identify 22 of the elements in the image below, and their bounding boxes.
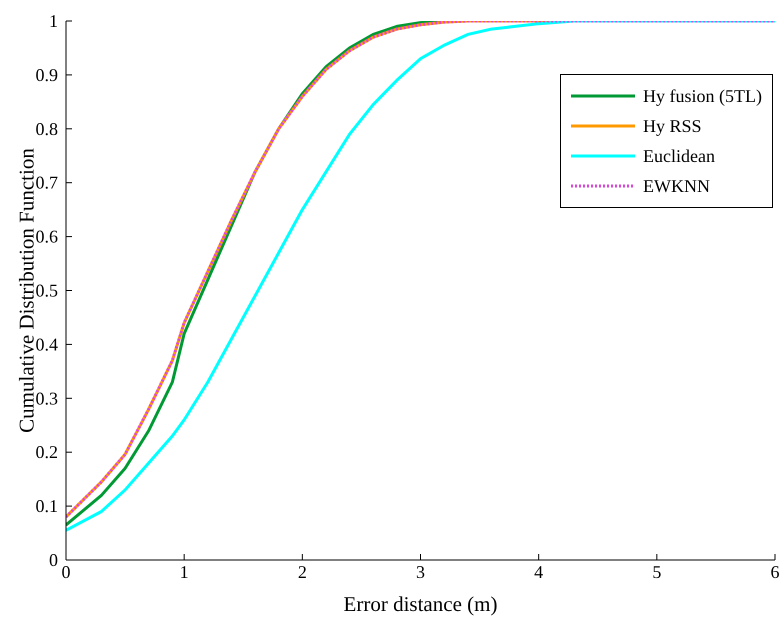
y-tick-label: 0.2 [36,442,58,462]
y-tick-label: 0.7 [36,172,58,193]
x-tick-label: 1 [180,562,189,582]
x-tick-label: 0 [62,562,70,582]
y-tick-label: 0.4 [36,334,58,354]
y-tick-label: 0.8 [36,118,58,139]
x-tick-label: 2 [298,562,307,582]
legend-label: Hy fusion (5TL) [643,86,762,106]
x-tick-label: 3 [416,562,425,582]
y-tick-label: 0.5 [36,280,58,300]
legend-label: Euclidean [643,146,715,166]
legend-label: EWKNN [643,176,710,196]
y-tick-label: 0.3 [36,388,58,408]
y-tick-label: 1 [49,11,58,31]
legend-label: Hy RSS [643,116,702,136]
x-axis-title: Error distance (m) [344,592,498,616]
x-tick-label: 6 [770,562,780,582]
y-tick-label: 0.1 [36,496,58,516]
x-tick-label: 4 [534,562,544,582]
y-tick-label: 0.6 [36,226,58,247]
x-tick-label: 5 [652,562,662,582]
y-tick-label: 0.9 [36,64,58,85]
